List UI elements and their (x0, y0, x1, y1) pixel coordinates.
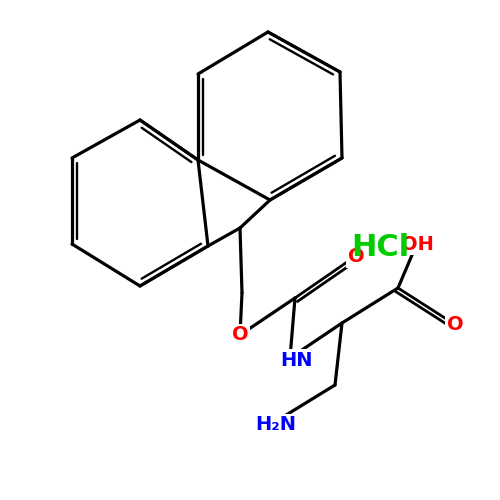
Text: O: O (232, 326, 248, 344)
Text: H₂N: H₂N (255, 416, 296, 434)
Text: HN: HN (280, 351, 312, 370)
Text: O: O (447, 316, 464, 334)
Text: HCl: HCl (351, 233, 409, 262)
Text: OH: OH (401, 234, 434, 254)
Text: O: O (348, 248, 364, 266)
